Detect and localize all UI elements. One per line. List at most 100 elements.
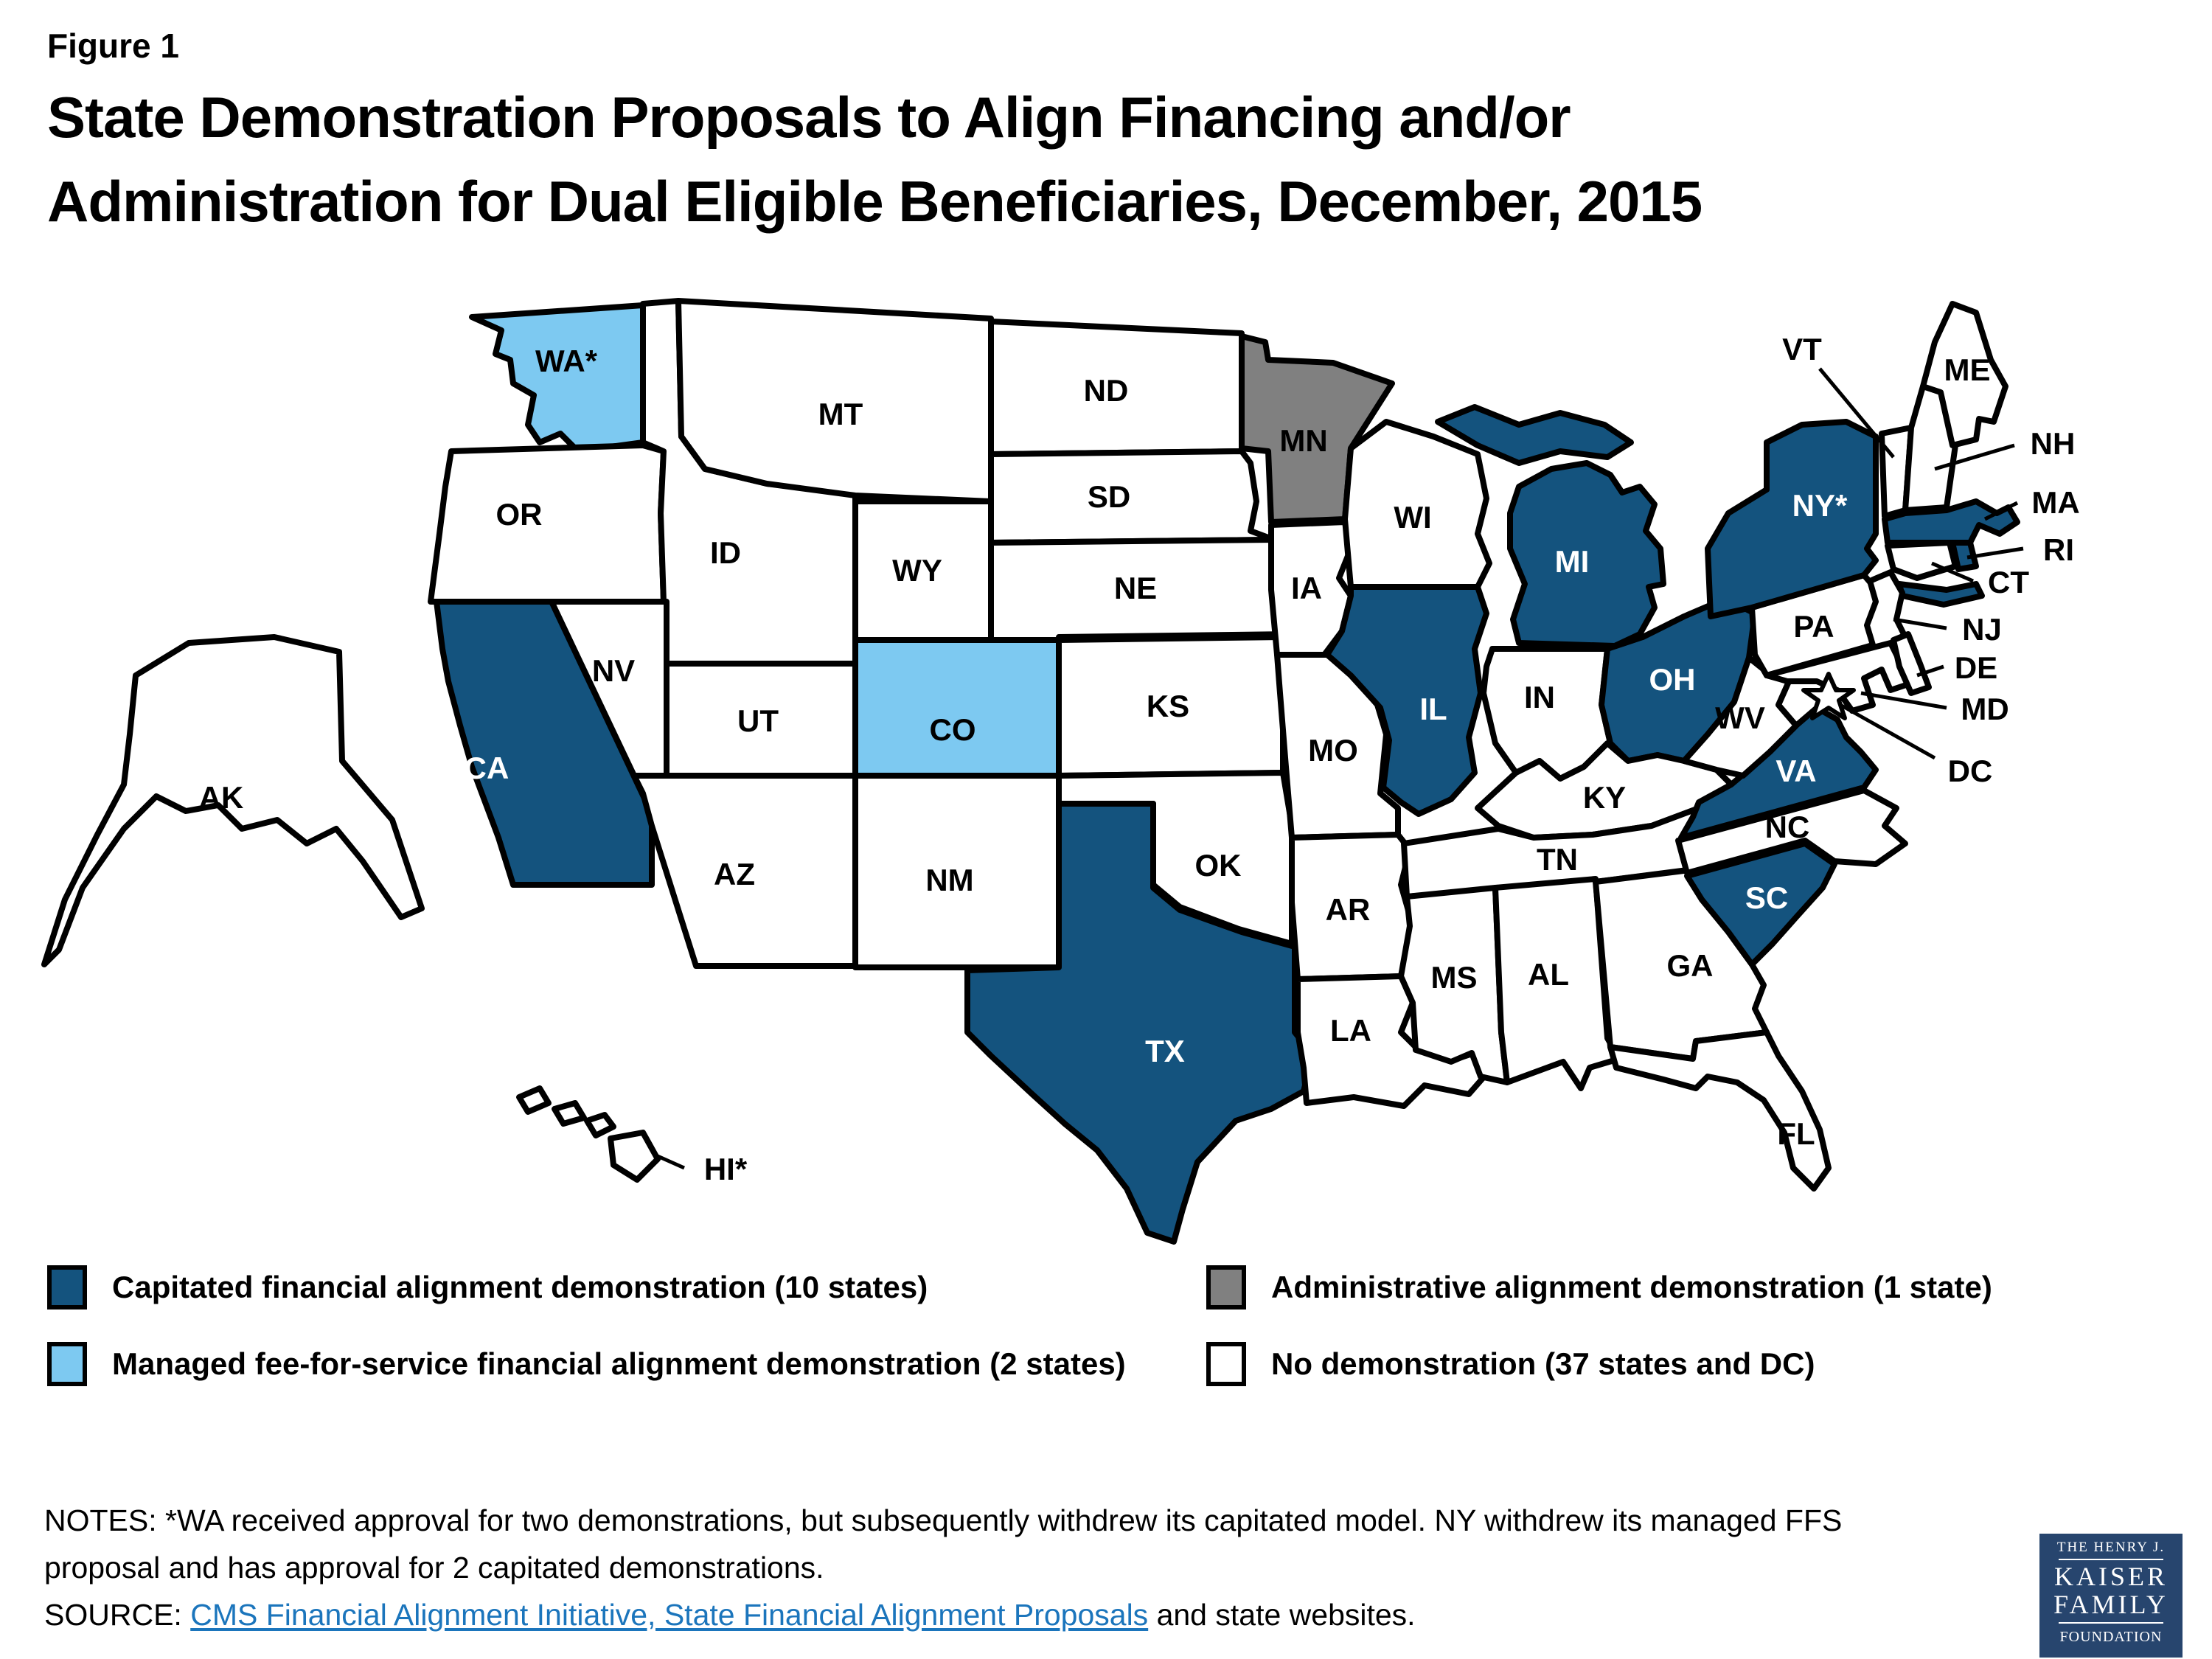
state-label-wi: WI xyxy=(1394,500,1431,535)
state-label-nh: NH xyxy=(2031,426,2076,461)
kff-logo-top-text: THE HENRY J. xyxy=(2056,1541,2166,1556)
state-ny xyxy=(1705,419,1879,619)
state-label-ms: MS xyxy=(1431,960,1478,995)
state-or xyxy=(428,442,667,605)
state-label-ct: CT xyxy=(1988,565,2029,599)
state-wi xyxy=(1342,419,1492,590)
state-label-ma: MA xyxy=(2031,485,2079,520)
state-nc xyxy=(1675,787,1908,876)
state-me xyxy=(1920,301,2008,448)
source-suffix: and state websites. xyxy=(1148,1598,1416,1632)
kff-logo-foundation-text: FOUNDATION xyxy=(2059,1629,2163,1646)
state-ri xyxy=(1950,540,1979,572)
state-label-nj: NJ xyxy=(1962,612,2002,647)
state-ct xyxy=(1885,540,1958,581)
state-label-fl: FL xyxy=(1777,1116,1815,1151)
state-label-de: DE xyxy=(1955,650,1997,685)
state-label-ak: AK xyxy=(199,780,244,815)
figure-number-label: Figure 1 xyxy=(47,27,179,65)
state-label-id: ID xyxy=(710,535,741,570)
state-label-in: IN xyxy=(1524,680,1555,714)
state-ca xyxy=(434,599,655,888)
leader-line-ct xyxy=(1931,561,1974,583)
legend-swatch-capitated xyxy=(47,1265,87,1310)
state-de xyxy=(1891,631,1932,696)
legend-swatch-ffs xyxy=(47,1342,87,1386)
source-link[interactable]: CMS Financial Alignment Initiative, Stat… xyxy=(190,1598,1149,1632)
kff-logo-divider-bottom xyxy=(2058,1621,2164,1624)
source-line: SOURCE: CMS Financial Alignment Initiati… xyxy=(44,1592,2035,1639)
state-label-wv: WV xyxy=(1715,700,1765,735)
state-label-wy: WY xyxy=(892,553,942,588)
state-label-ne: NE xyxy=(1114,571,1157,605)
leader-line-md xyxy=(1860,691,1947,710)
state-label-mt: MT xyxy=(818,397,863,431)
state-la xyxy=(1295,973,1492,1109)
state-label-wa: WA* xyxy=(535,344,598,378)
state-mi-upper-peninsula xyxy=(1435,404,1634,466)
state-label-ut: UT xyxy=(737,703,779,738)
state-wa xyxy=(469,302,646,454)
state-hi-island-4 xyxy=(608,1130,661,1183)
state-tx xyxy=(964,801,1315,1245)
state-label-mn: MN xyxy=(1279,423,1327,458)
state-label-ri: RI xyxy=(2043,532,2074,567)
source-prefix: SOURCE: xyxy=(44,1598,191,1632)
state-label-me: ME xyxy=(1944,352,1991,387)
state-label-vt: VT xyxy=(1782,332,1822,366)
notes-line-2: proposal and has approval for 2 capitate… xyxy=(44,1551,824,1585)
state-label-tn: TN xyxy=(1537,842,1578,877)
state-il xyxy=(1324,584,1489,817)
state-label-tx: TX xyxy=(1145,1034,1185,1068)
kff-logo-family-text: FAMILY xyxy=(2053,1589,2168,1619)
state-fl xyxy=(1607,1029,1832,1192)
notes-block: NOTES: *WA received approval for two dem… xyxy=(44,1498,2035,1639)
state-label-ia: IA xyxy=(1291,571,1322,605)
legend-label-ffs: Managed fee-for-service financial alignm… xyxy=(112,1348,1126,1382)
state-label-la: LA xyxy=(1330,1013,1371,1048)
legend-swatch-admin xyxy=(1206,1265,1246,1310)
state-mi xyxy=(1507,460,1666,649)
state-label-oh: OH xyxy=(1649,662,1696,697)
state-label-nd: ND xyxy=(1084,373,1129,408)
legend-swatch-none xyxy=(1206,1342,1246,1386)
kff-logo-divider-top xyxy=(2058,1559,2164,1560)
state-ak xyxy=(41,634,425,967)
leader-lines xyxy=(656,367,2024,1170)
state-label-pa: PA xyxy=(1793,609,1834,644)
state-label-va: VA xyxy=(1775,754,1816,788)
state-hi-island-3 xyxy=(584,1112,616,1138)
notes-line-1: NOTES: *WA received approval for two dem… xyxy=(44,1504,1843,1538)
state-label-ok: OK xyxy=(1195,848,1242,883)
state-sd xyxy=(988,448,1277,546)
page-title: State Demonstration Proposals to Align F… xyxy=(47,77,2171,246)
state-label-ca: CA xyxy=(465,751,509,785)
state-label-ny: NY* xyxy=(1792,488,1848,523)
state-label-mi: MI xyxy=(1555,544,1590,579)
state-hi-island-2 xyxy=(552,1100,587,1127)
state-label-nm: NM xyxy=(925,863,973,897)
state-co xyxy=(852,637,1062,779)
leader-line-dc xyxy=(1839,703,1936,760)
state-label-sd: SD xyxy=(1088,479,1130,514)
state-label-nv: NV xyxy=(592,653,635,688)
leader-line-ma xyxy=(1983,501,2019,521)
state-label-co: CO xyxy=(930,712,976,747)
legend-label-none: No demonstration (37 states and DC) xyxy=(1271,1348,1815,1382)
leader-line-de xyxy=(1916,664,1944,678)
state-label-il: IL xyxy=(1419,692,1447,726)
state-hi-island-1 xyxy=(516,1085,552,1115)
state-label-al: AL xyxy=(1528,957,1569,992)
legend-label-capitated: Capitated financial alignment demonstrat… xyxy=(112,1271,928,1305)
leader-line-nj xyxy=(1893,617,1947,630)
state-label-hi: HI* xyxy=(704,1152,748,1186)
state-label-or: OR xyxy=(496,497,543,532)
leader-line-ri xyxy=(1966,546,2024,560)
leader-line-nh xyxy=(1934,443,2015,471)
state-label-nc: NC xyxy=(1765,810,1810,844)
title-line-2: Administration for Dual Eligible Benefic… xyxy=(47,171,1703,235)
kff-logo: THE HENRY J. KAISER FAMILY FOUNDATION xyxy=(2039,1534,2183,1658)
state-label-ks: KS xyxy=(1147,689,1189,723)
